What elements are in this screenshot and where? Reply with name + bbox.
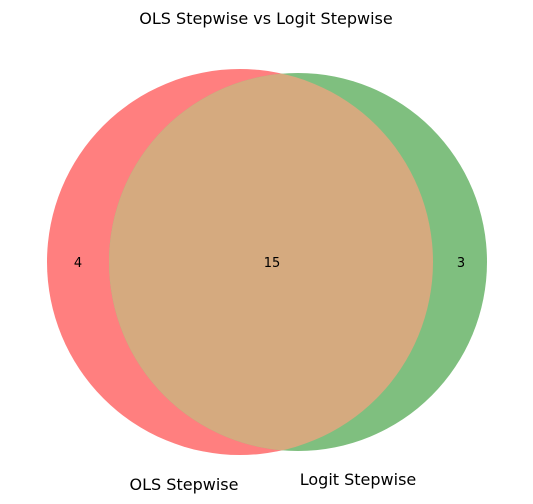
ols-only-count: 4	[74, 256, 82, 271]
diagram-title: OLS Stepwise vs Logit Stepwise	[139, 9, 392, 28]
logit-stepwise-label: Logit Stepwise	[300, 470, 417, 489]
intersection-count: 15	[264, 256, 281, 271]
logit-only-count: 3	[457, 256, 465, 271]
ols-stepwise-label: OLS Stepwise	[130, 475, 239, 494]
intersection-region	[109, 73, 433, 451]
